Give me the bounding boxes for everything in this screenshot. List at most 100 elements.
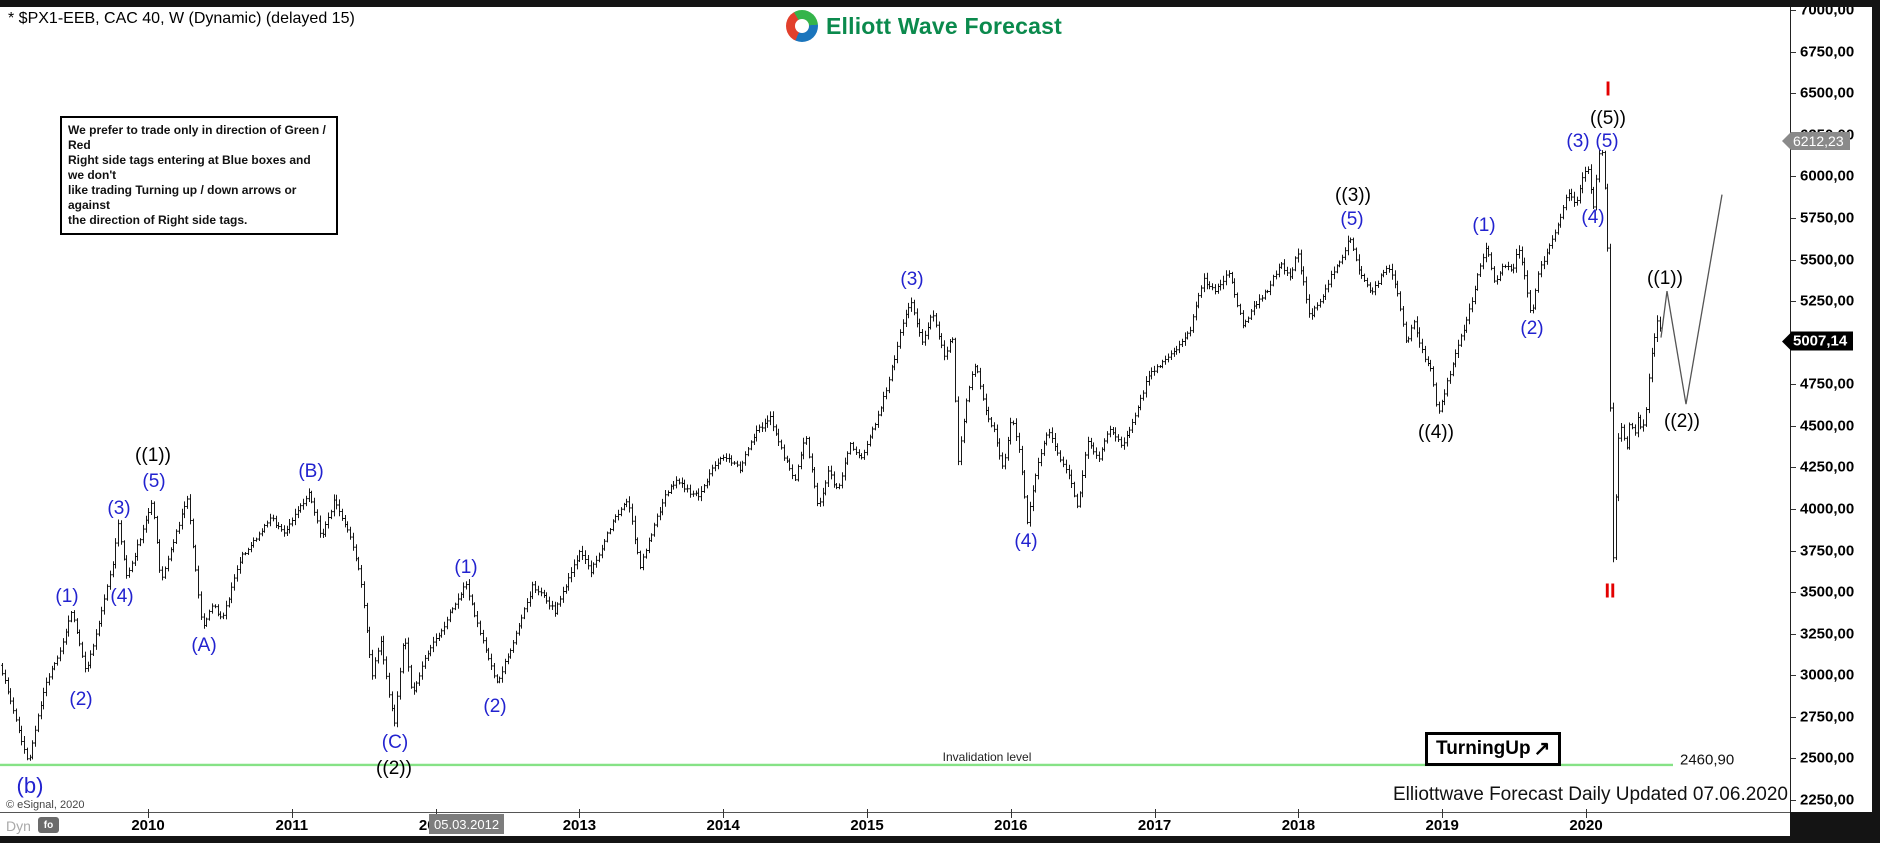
y-axis-tick (1791, 467, 1796, 469)
x-axis-tick (1010, 809, 1012, 818)
x-axis-tick (1298, 809, 1300, 818)
elliott-wave-label: I (1605, 78, 1611, 101)
y-axis-tick-label: 4000,00 (1800, 500, 1855, 518)
top-frame-bar (0, 0, 1880, 7)
y-axis-tick-label: 3000,00 (1800, 666, 1855, 684)
esignal-badge-icon[interactable]: fo (38, 817, 59, 833)
y-axis-tick (1791, 633, 1796, 635)
turning-up-badge: TurningUp ↗ (1425, 732, 1562, 766)
elliott-wave-label: ((3)) (1335, 185, 1371, 206)
y-axis-tick-label: 2750,00 (1800, 708, 1855, 726)
x-axis-year-label: 2015 (850, 817, 884, 834)
elliott-wave-label: (4) (1014, 531, 1038, 552)
x-axis-year-label: 2011 (275, 817, 309, 834)
y-axis-tick (1791, 51, 1796, 53)
x-axis-tick (291, 809, 293, 818)
brand-logo: Elliott Wave Forecast (786, 10, 1062, 42)
x-axis-year-label: 2020 (1569, 817, 1603, 834)
y-axis-tick (1791, 716, 1796, 718)
elliott-wave-label: (2) (1520, 318, 1544, 339)
y-axis-tick-label: 5750,00 (1800, 209, 1855, 227)
elliott-wave-label: (5) (142, 471, 166, 492)
y-axis-tick (1791, 176, 1796, 178)
x-axis-tick (148, 809, 149, 818)
daily-update-caption: Elliottwave Forecast Daily Updated 07.06… (1392, 784, 1788, 805)
y-axis-tick (1791, 592, 1796, 594)
y-axis-tick-label: 3500,00 (1800, 583, 1855, 601)
x-axis-tick (579, 809, 581, 818)
y-axis-tick-label: 5500,00 (1800, 251, 1855, 268)
y-axis-tick (1791, 800, 1796, 801)
x-axis-year-label: 2018 (1281, 817, 1316, 834)
y-axis-tick-label: 2500,00 (1800, 749, 1855, 767)
elliott-wave-label: (1) (55, 586, 79, 607)
chart-title: * $PX1-EEB, CAC 40, W (Dynamic) (delayed… (8, 10, 355, 27)
elliott-wave-label: (4) (1581, 207, 1605, 228)
y-axis-tick-label: 5250,00 (1800, 292, 1855, 310)
elliott-wave-label: (C) (381, 732, 409, 753)
invalidation-level-label: Invalidation level (942, 749, 1032, 764)
right-frame-bar (1872, 0, 1880, 843)
y-axis-tick-label: 6750,00 (1800, 43, 1855, 61)
x-axis-tick (1154, 809, 1156, 818)
y-axis-tick (1791, 217, 1796, 219)
elliott-wave-label: ((1)) (1647, 268, 1683, 289)
y-axis-tick (1791, 301, 1796, 303)
x-axis-tick (867, 809, 868, 818)
trading-note-box: We prefer to trade only in direction of … (60, 116, 338, 235)
note-line: like trading Turning up / down arrows or… (68, 183, 297, 212)
y-axis-tick-label: 4500,00 (1800, 417, 1855, 435)
x-axis-year-label: 2019 (1425, 817, 1459, 834)
time-axis[interactable]: 2010201120122013201420152016201720182019… (0, 809, 1790, 837)
elliott-wave-label: ((5)) (1590, 108, 1626, 129)
esignal-copyright: © eSignal, 2020 (6, 799, 85, 811)
x-axis-year-label: 2013 (562, 817, 597, 834)
y-axis-tick-label: 2250,00 (1800, 791, 1855, 809)
price-marker-tag: 5007,14 (1782, 331, 1854, 351)
y-axis-tick (1791, 384, 1796, 386)
dyn-mode-label: Dyn (6, 818, 31, 834)
elliott-wave-label: (3) (107, 498, 131, 519)
x-axis-year-label: 2010 (131, 817, 165, 834)
x-axis-year-label: 2017 (1137, 817, 1172, 834)
y-axis-tick-label: 3750,00 (1800, 542, 1855, 559)
elliott-wave-label: (A) (191, 635, 217, 656)
brand-logo-text: Elliott Wave Forecast (826, 12, 1062, 39)
y-axis-tick (1791, 508, 1796, 510)
price-tag-value: 6212,23 (1791, 132, 1850, 150)
y-axis-tick (1791, 93, 1796, 95)
elliott-wave-label: (3) (1566, 131, 1590, 152)
elliott-wave-label: ((1)) (135, 445, 171, 466)
x-axis-tick (435, 809, 437, 818)
north-east-arrow-icon: ↗ (1533, 738, 1551, 760)
turning-up-label: TurningUp (1436, 737, 1531, 759)
y-axis-tick (1791, 259, 1796, 261)
y-axis-tick (1791, 550, 1796, 552)
price-marker-tag: 6212,23 (1782, 132, 1850, 150)
elliott-wave-label: (b) (16, 773, 44, 798)
note-line: Right side tags entering at Blue boxes a… (68, 153, 311, 182)
elliott-wave-label: (4) (110, 586, 134, 607)
y-axis-tick (1791, 758, 1796, 760)
y-axis-tick-label: 3250,00 (1800, 625, 1855, 643)
y-axis-tick-label: 4750,00 (1800, 375, 1855, 393)
y-axis-tick (1791, 675, 1796, 677)
x-axis-tick (1442, 809, 1444, 818)
y-axis-tick-label: 4250,00 (1800, 458, 1855, 476)
note-line: We prefer to trade only in direction of … (68, 123, 326, 152)
elliott-wave-label: (3) (900, 269, 924, 290)
x-axis-year-label: 2014 (706, 817, 740, 834)
x-axis-tick (723, 809, 725, 818)
x-axis-tick (1586, 809, 1587, 818)
elliott-wave-label: (1) (454, 557, 478, 578)
price-tag-value: 5007,14 (1791, 331, 1854, 351)
elliott-wave-label: (2) (483, 696, 507, 717)
y-axis-tick-label: 6500,00 (1800, 84, 1855, 102)
elliott-wave-label: (5) (1340, 209, 1364, 230)
selected-date-tag: 05.03.2012 (429, 814, 505, 834)
price-tag-arrow (1782, 332, 1791, 351)
y-axis-tick-label: 6000,00 (1800, 167, 1855, 185)
elliott-wave-label: ((4)) (1418, 422, 1454, 443)
elliott-wave-label: (1) (1472, 215, 1496, 236)
